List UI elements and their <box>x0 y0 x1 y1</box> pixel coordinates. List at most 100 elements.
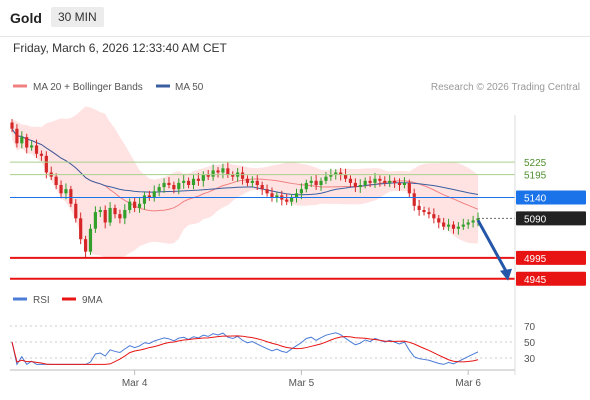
candle-body <box>353 182 357 188</box>
candle-body <box>432 214 436 219</box>
candle-body <box>476 218 480 221</box>
level-label-5195: 5195 <box>524 171 547 182</box>
candle-body <box>128 201 132 210</box>
candle-body <box>407 182 411 194</box>
ma20-legend-label: MA 20 + Bollinger Bands <box>33 82 143 93</box>
candle-body <box>250 180 254 183</box>
x-tick-Mar-5: Mar 5 <box>289 378 315 389</box>
candle-body <box>446 224 451 227</box>
candle-body <box>133 201 137 208</box>
candle-body <box>442 222 446 227</box>
candle-body <box>451 224 456 229</box>
candle-body <box>456 226 460 229</box>
candle-body <box>226 168 230 175</box>
candle-body <box>167 182 171 185</box>
candle-body <box>44 155 48 173</box>
candle-body <box>142 195 147 204</box>
candle-body <box>368 180 372 183</box>
candle-body <box>402 182 407 185</box>
candle-body <box>299 189 304 194</box>
candle-body <box>466 222 470 225</box>
candle-body <box>59 185 63 194</box>
bollinger-band <box>12 106 478 258</box>
candle-body <box>69 189 73 204</box>
candle-body <box>182 180 186 183</box>
candle-body <box>309 180 313 183</box>
candle-body <box>339 172 343 175</box>
instrument-title: Gold <box>10 10 42 26</box>
rsi-tick-30: 30 <box>524 354 536 365</box>
candle-body <box>25 137 29 148</box>
candle-body <box>20 137 24 144</box>
candle-body <box>383 180 387 183</box>
candle-body <box>270 193 274 198</box>
x-tick-Mar-4: Mar 4 <box>122 378 148 389</box>
candle-body <box>265 189 269 194</box>
candle-body <box>64 189 68 194</box>
rsi-ma-line <box>11 335 479 365</box>
candle-body <box>54 176 58 185</box>
x-tick-Mar-6: Mar 6 <box>455 378 481 389</box>
candle-body <box>74 203 78 219</box>
candle-body <box>373 178 377 183</box>
candle-body <box>231 174 235 177</box>
candle-body <box>422 210 426 213</box>
candle-body <box>103 210 107 223</box>
candle-body <box>290 197 294 202</box>
forecast-arrowhead <box>500 268 512 281</box>
candle-body <box>461 224 465 227</box>
chart-header: Gold 30 MIN <box>0 0 590 37</box>
candle-body <box>216 170 220 173</box>
level-label-5140: 5140 <box>524 194 547 205</box>
candle-body <box>221 168 225 173</box>
rsi-legend-label: RSI <box>33 295 50 306</box>
candle-body <box>348 178 353 183</box>
candle-body <box>417 205 421 210</box>
candle-body <box>275 195 279 198</box>
candle-body <box>245 178 250 183</box>
candle-body <box>363 180 367 185</box>
candle-body <box>157 187 161 192</box>
candle-body <box>471 220 475 223</box>
level-label-5225: 5225 <box>524 158 547 169</box>
rsi-ma-legend-label: 9MA <box>82 295 103 306</box>
candle-body <box>358 185 362 188</box>
ma50-line <box>11 128 479 196</box>
level-tag-4945 <box>516 271 586 286</box>
candle-body <box>329 174 333 177</box>
interval-badge[interactable]: 30 MIN <box>51 7 104 27</box>
candle-body <box>15 128 19 144</box>
level-tag-5090 <box>516 211 586 226</box>
candle-body <box>206 174 210 177</box>
candle-body <box>285 199 289 202</box>
forecast-arrow <box>476 219 510 276</box>
candle-body <box>93 212 97 229</box>
attribution: Research © 2026 Trading Central <box>431 82 580 93</box>
candle-body <box>196 178 200 181</box>
candle-body <box>378 178 382 181</box>
candle-body <box>88 228 93 252</box>
candle-body <box>294 193 299 198</box>
candle-body <box>240 172 245 179</box>
rsi-line <box>11 332 479 366</box>
level-label-5090: 5090 <box>524 214 547 225</box>
candle-body <box>334 172 338 175</box>
candle-body <box>108 207 112 223</box>
candle-body <box>186 180 191 185</box>
candle-body <box>191 178 196 185</box>
candle-body <box>211 170 215 177</box>
candle-body <box>30 145 34 148</box>
candle-body <box>397 182 402 185</box>
candle-body <box>162 182 166 188</box>
ma50-legend-label: MA 50 <box>175 82 204 93</box>
candle-body <box>255 180 259 185</box>
candle-body <box>34 145 39 154</box>
candle-body <box>152 191 156 198</box>
candle-body <box>177 182 181 190</box>
candle-body <box>39 153 44 156</box>
candle-body <box>123 210 127 219</box>
candle-body <box>437 218 441 223</box>
rsi-tick-50: 50 <box>524 338 536 349</box>
candle-body <box>393 180 397 183</box>
